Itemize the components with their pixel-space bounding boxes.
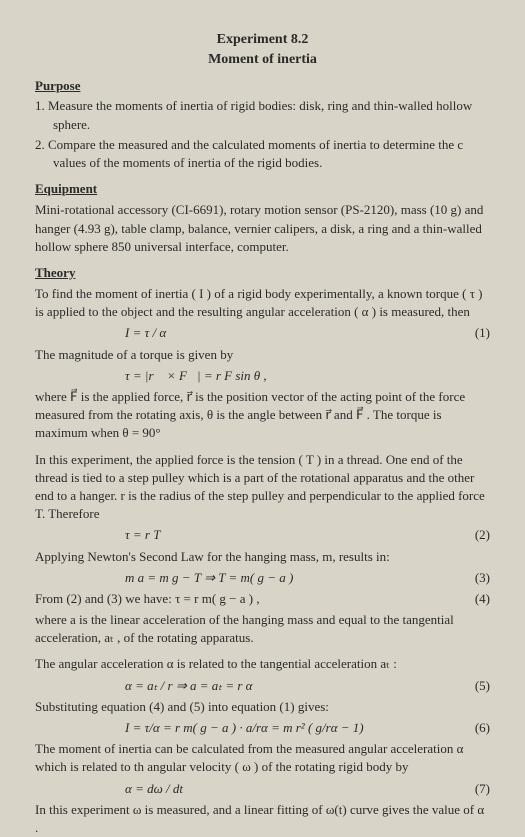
theory-p6: From (2) and (3) we have: τ = r m( g − a… [35, 590, 490, 608]
theory-p3: where F⃗ is the applied force, r⃗ is the… [35, 388, 490, 443]
equation-1: I = τ / α (1) [35, 324, 490, 342]
theory-p7: where a is the linear acceleration of th… [35, 611, 490, 647]
theory-p10: The moment of inertia can be calculated … [35, 740, 490, 776]
equation-2: τ = r T (2) [35, 526, 490, 544]
theory-p9: Substituting equation (4) and (5) into e… [35, 698, 490, 716]
equation-3-number: (3) [475, 569, 490, 587]
equation-7-text: α = dω / dt [125, 781, 183, 796]
equipment-text: Mini-rotational accessory (CI-6691), rot… [35, 201, 490, 256]
equation-2-number: (2) [475, 526, 490, 544]
equation-5: α = aₜ / r ⇒ a = aₜ = r α (5) [35, 677, 490, 695]
equation-7: α = dω / dt (7) [35, 780, 490, 798]
equation-5-text: α = aₜ / r ⇒ a = aₜ = r α [125, 678, 253, 693]
equation-2-text: τ = r T [125, 527, 160, 542]
theory-heading: Theory [35, 264, 490, 282]
equation-1-text: I = τ / α [125, 325, 166, 340]
equation-7-number: (7) [475, 780, 490, 798]
equation-5-number: (5) [475, 677, 490, 695]
equation-3-text: m a = m g − T ⇒ T = m( g − a ) [125, 570, 293, 585]
purpose-item-2: 2. Compare the measured and the calculat… [35, 136, 490, 172]
experiment-title-line2: Moment of inertia [35, 50, 490, 70]
equation-6-text: I = τ/α = r m( g − a ) · a/rα = m r² ( g… [125, 720, 364, 735]
equation-1-number: (1) [475, 324, 490, 342]
equation-6-number: (6) [475, 719, 490, 737]
theory-p2: The magnitude of a torque is given by [35, 346, 490, 364]
theory-p4: In this experiment, the applied force is… [35, 451, 490, 524]
theory-p6-text: From (2) and (3) we have: τ = r m( g − a… [35, 591, 260, 606]
experiment-title-line1: Experiment 8.2 [35, 30, 490, 50]
equipment-heading: Equipment [35, 180, 490, 198]
equation-4-number: (4) [475, 590, 490, 608]
purpose-heading: Purpose [35, 77, 490, 95]
theory-p5: Applying Newton's Second Law for the han… [35, 548, 490, 566]
theory-p11: In this experiment ω is measured, and a … [35, 801, 490, 837]
theory-p8: The angular acceleration α is related to… [35, 655, 490, 673]
theory-p1: To find the moment of inertia ( I ) of a… [35, 285, 490, 321]
equation-6: I = τ/α = r m( g − a ) · a/rα = m r² ( g… [35, 719, 490, 737]
equation-tau: τ = |r⃗ × F⃗| = r F sin θ , [35, 367, 490, 385]
purpose-item-1: 1. Measure the moments of inertia of rig… [35, 97, 490, 133]
equation-3: m a = m g − T ⇒ T = m( g − a ) (3) [35, 569, 490, 587]
